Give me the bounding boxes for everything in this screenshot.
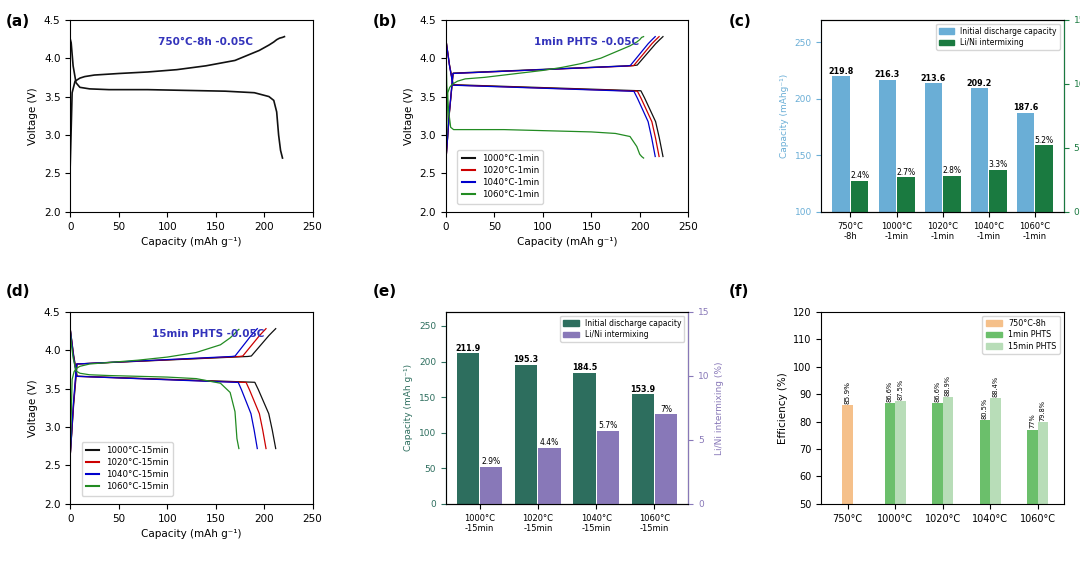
Text: 187.6: 187.6 [1013,103,1038,112]
Text: 2.8%: 2.8% [943,166,961,175]
Y-axis label: Li/Ni intermixing (%): Li/Ni intermixing (%) [715,361,724,454]
Text: 88.4%: 88.4% [993,376,998,397]
Legend: 1000°C-1min, 1020°C-1min, 1040°C-1min, 1060°C-1min: 1000°C-1min, 1020°C-1min, 1040°C-1min, 1… [458,150,543,204]
Bar [943,176,960,212]
Text: 153.9: 153.9 [631,385,656,394]
Text: 2.7%: 2.7% [896,168,916,177]
Bar [943,397,953,563]
Bar [573,373,595,504]
Text: 79.8%: 79.8% [1040,400,1045,421]
Text: 216.3: 216.3 [875,70,900,79]
Text: 3.3%: 3.3% [988,160,1008,169]
Y-axis label: Capacity (mAh g⁻¹): Capacity (mAh g⁻¹) [404,364,414,452]
Bar [924,83,942,325]
Bar [481,467,502,504]
Bar [1036,145,1053,212]
Y-axis label: Capacity (mAhg⁻¹): Capacity (mAhg⁻¹) [780,74,788,158]
Text: 87.5%: 87.5% [897,378,903,400]
Legend: Initial discharge capacity, Li/Ni intermixing: Initial discharge capacity, Li/Ni interm… [936,24,1059,50]
Bar [971,88,988,325]
Bar [1017,113,1035,325]
Bar [989,169,1007,212]
Text: 2.4%: 2.4% [850,172,869,181]
Bar [990,399,1000,563]
Text: 184.5: 184.5 [571,363,597,372]
Text: 15min PHTS -0.05C: 15min PHTS -0.05C [152,329,265,339]
Bar [457,353,480,504]
X-axis label: Capacity (mAh g⁻¹): Capacity (mAh g⁻¹) [141,529,242,539]
Text: 88.9%: 88.9% [945,375,950,396]
Bar [539,448,561,504]
Y-axis label: Voltage (V): Voltage (V) [28,379,38,437]
Bar [1027,430,1038,563]
Text: 80.5%: 80.5% [982,397,988,419]
Text: 213.6: 213.6 [921,74,946,83]
Text: (b): (b) [373,14,397,29]
Text: 211.9: 211.9 [456,343,481,352]
Text: 86.6%: 86.6% [887,381,893,402]
Text: 77%: 77% [1029,414,1036,428]
Text: 2.9%: 2.9% [482,457,501,466]
Bar [897,177,915,212]
Y-axis label: Voltage (V): Voltage (V) [28,87,38,145]
Bar [878,81,896,325]
Text: 195.3: 195.3 [514,355,539,364]
Text: 7%: 7% [660,405,672,414]
Text: (f): (f) [729,284,750,300]
Text: 85.9%: 85.9% [845,381,851,404]
Bar [833,77,850,325]
X-axis label: Capacity (mAh g⁻¹): Capacity (mAh g⁻¹) [516,237,618,247]
Text: (d): (d) [5,284,30,300]
Legend: Initial discharge capacity, Li/Ni intermixing: Initial discharge capacity, Li/Ni interm… [561,316,685,342]
Legend: 1000°C-15min, 1020°C-15min, 1040°C-15min, 1060°C-15min: 1000°C-15min, 1020°C-15min, 1040°C-15min… [82,442,173,496]
Bar [597,431,619,504]
Bar [654,414,677,504]
Text: 219.8: 219.8 [828,66,854,75]
Text: 4.4%: 4.4% [540,438,559,447]
Y-axis label: Efficiency (%): Efficiency (%) [778,372,787,444]
Bar [885,404,895,563]
Text: (e): (e) [373,284,396,300]
Bar [515,365,537,504]
Text: 209.2: 209.2 [967,78,993,87]
Legend: 750°C-8h, 1min PHTS, 15min PHTS: 750°C-8h, 1min PHTS, 15min PHTS [983,316,1059,354]
Bar [980,420,990,563]
Text: 86.6%: 86.6% [934,381,941,402]
Text: 5.2%: 5.2% [1035,136,1054,145]
Text: (c): (c) [729,14,752,29]
Bar [842,405,853,563]
Bar [632,394,653,504]
Text: (a): (a) [5,14,29,29]
Bar [895,401,905,563]
Y-axis label: Voltage (V): Voltage (V) [404,87,414,145]
Text: 750°C-8h -0.05C: 750°C-8h -0.05C [159,37,254,47]
X-axis label: Capacity (mAh g⁻¹): Capacity (mAh g⁻¹) [141,237,242,247]
Bar [1038,422,1048,563]
Bar [932,404,943,563]
Text: 5.7%: 5.7% [598,421,618,430]
Text: 1min PHTS -0.05C: 1min PHTS -0.05C [534,37,639,47]
Bar [851,181,868,212]
